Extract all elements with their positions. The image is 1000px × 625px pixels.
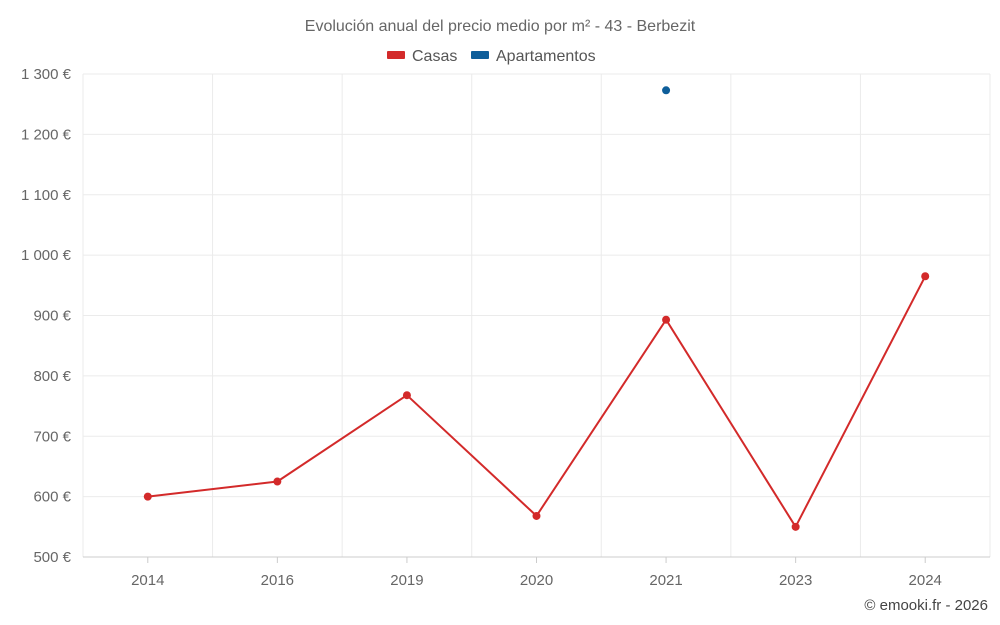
x-tick-label: 2024 <box>909 572 942 589</box>
data-point-casas[interactable] <box>143 492 152 501</box>
data-point-casas[interactable] <box>662 315 671 324</box>
grid <box>82 73 991 557</box>
y-tick-label: 500 € <box>33 549 71 566</box>
legend-label-apartamentos: Apartamentos <box>496 48 596 65</box>
legend: Casas Apartamentos <box>387 48 596 65</box>
credit-text: © emooki.fr - 2026 <box>864 597 988 614</box>
legend-label-casas: Casas <box>412 48 457 65</box>
data-point-apartamentos[interactable] <box>662 86 671 95</box>
y-tick-label: 600 € <box>33 489 71 506</box>
legend-swatch-casas <box>387 51 405 59</box>
data-point-casas[interactable] <box>921 272 930 281</box>
y-tick-label: 900 € <box>33 308 71 325</box>
chart-title: Evolución anual del precio medio por m² … <box>305 18 696 35</box>
x-tick-label: 2014 <box>131 572 164 589</box>
data-point-casas[interactable] <box>791 522 800 531</box>
y-tick-label: 700 € <box>33 428 71 445</box>
x-tick-label: 2023 <box>779 572 812 589</box>
data-point-casas[interactable] <box>532 511 541 520</box>
data-point-casas[interactable] <box>273 477 282 486</box>
y-tick-label: 1 300 € <box>21 66 72 83</box>
legend-swatch-apartamentos <box>471 51 489 59</box>
y-tick-label: 1 200 € <box>21 126 72 143</box>
legend-item-apartamentos[interactable]: Apartamentos <box>471 48 596 65</box>
legend-item-casas[interactable]: Casas <box>387 48 457 65</box>
data-point-casas[interactable] <box>402 391 411 400</box>
y-axis: 500 € 600 € 700 € 800 € 900 € 1 000 € 1 100 € 1… <box>21 66 72 566</box>
x-tick-label: 2021 <box>649 572 682 589</box>
series-line-casas <box>147 275 927 528</box>
x-tick-label: 2019 <box>390 572 423 589</box>
series <box>143 86 930 531</box>
y-tick-label: 1 100 € <box>21 187 72 204</box>
y-tick-label: 800 € <box>33 368 71 385</box>
x-tick-label: 2020 <box>520 572 553 589</box>
y-tick-label: 1 000 € <box>21 247 72 264</box>
x-axis: 2014 2016 2019 2020 2021 2023 2024 <box>83 556 990 589</box>
x-tick-label: 2016 <box>261 572 294 589</box>
